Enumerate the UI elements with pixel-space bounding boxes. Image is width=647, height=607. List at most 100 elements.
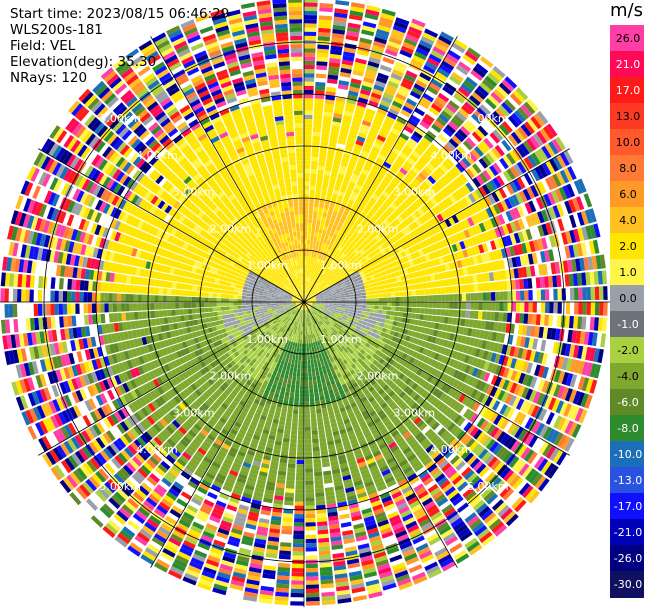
range-gate (436, 166, 446, 176)
range-gate (310, 177, 317, 182)
range-gate (355, 53, 368, 61)
range-gate (372, 214, 379, 222)
range-gate (305, 493, 315, 498)
range-gate (370, 150, 379, 157)
range-gate (316, 182, 322, 187)
range-gate (367, 211, 375, 218)
range-gate (398, 193, 407, 202)
range-gate (339, 270, 345, 275)
range-gate (458, 187, 468, 197)
range-gate (316, 513, 327, 518)
range-gate (320, 255, 324, 261)
range-gate (293, 367, 297, 373)
range-gate (574, 302, 579, 315)
range-gate (495, 291, 500, 301)
range-gate (406, 30, 421, 39)
range-gate (411, 18, 426, 28)
range-gate (323, 271, 328, 276)
range-gate (570, 302, 575, 315)
range-gate (361, 308, 367, 312)
range-gate (451, 152, 461, 162)
range-gate (315, 228, 320, 233)
range-gate (432, 46, 446, 56)
range-gate (395, 139, 405, 148)
range-gate (329, 271, 334, 276)
range-gate (338, 251, 343, 257)
range-gate (292, 371, 297, 377)
range-gate (361, 169, 370, 176)
range-gate (419, 225, 426, 233)
range-gate (397, 89, 409, 98)
range-gate (322, 120, 332, 126)
range-gate (309, 286, 312, 291)
range-gate (343, 250, 349, 256)
range-gate (477, 283, 483, 292)
range-gate (320, 140, 329, 146)
range-gate (383, 219, 390, 227)
range-gate (519, 190, 528, 203)
range-gate (349, 86, 360, 93)
range-gate (373, 290, 379, 295)
range-gate (332, 224, 338, 230)
range-gate (401, 190, 410, 199)
range-gate (437, 232, 445, 241)
range-gate (350, 125, 360, 132)
range-gate (437, 150, 448, 160)
range-gate (358, 176, 366, 183)
range-gate (426, 237, 433, 246)
range-gate (386, 44, 400, 53)
range-gate (331, 33, 345, 39)
range-gate (340, 279, 345, 283)
range-gate (315, 371, 320, 376)
range-gate (412, 201, 420, 210)
range-gate (308, 291, 312, 296)
range-gate (356, 49, 369, 57)
range-gate (523, 121, 535, 135)
range-gate (404, 160, 413, 169)
range-gate (341, 123, 351, 129)
range-gate (304, 331, 306, 336)
range-gate (291, 422, 298, 427)
range-gate (448, 309, 454, 317)
range-gate (487, 72, 501, 85)
range-gate (372, 164, 380, 172)
range-gate (296, 459, 304, 465)
range-gate (381, 179, 389, 187)
range-gate (429, 143, 440, 153)
range-gate (348, 14, 363, 21)
range-gate (285, 387, 291, 393)
range-gate (359, 254, 365, 260)
range-gate (411, 245, 418, 253)
range-gate (304, 235, 307, 240)
range-gate (450, 204, 459, 214)
range-gate (594, 286, 600, 300)
range-gate (488, 179, 498, 191)
range-gate (391, 297, 396, 302)
range-gate (330, 45, 343, 52)
range-gate (323, 277, 328, 282)
range-gate (461, 157, 472, 168)
range-gate (412, 131, 423, 140)
range-gate (548, 141, 559, 155)
range-gate (332, 283, 338, 287)
range-gate (338, 208, 344, 215)
range-gate (359, 271, 365, 277)
range-gate (348, 238, 354, 244)
range-gate (323, 115, 332, 121)
range-gate (372, 260, 378, 266)
range-gate (317, 215, 322, 221)
range-gate (365, 138, 374, 146)
range-gate (312, 289, 316, 294)
range-gate (337, 275, 343, 280)
range-gate (307, 277, 309, 282)
range-gate (444, 228, 452, 237)
range-gate (492, 177, 502, 189)
range-gate (433, 120, 445, 130)
range-gate (349, 306, 354, 310)
range-gate (372, 269, 378, 275)
range-gate (461, 293, 467, 301)
range-gate (404, 218, 412, 226)
range-gate (387, 245, 394, 252)
range-gate (379, 205, 387, 212)
range-gate (409, 153, 419, 163)
